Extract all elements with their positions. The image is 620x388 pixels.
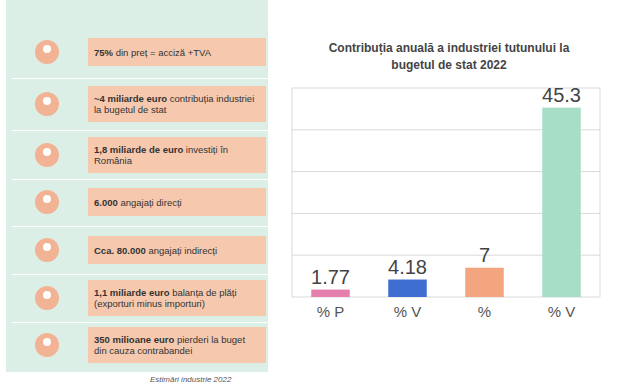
icon-detail [43,97,51,105]
item-text: angajați direcți [118,197,182,208]
info-item: Cca. 80.000 angajați indirecți [88,236,266,264]
item-strong: 6.000 [94,197,118,208]
icon [35,143,59,167]
category-label: % V [548,303,576,320]
category-label: % [478,303,491,320]
info-item: 75% din preț = acciză +TVA [88,38,266,66]
data-label: 7 [479,244,490,266]
icon [35,190,59,214]
icon [35,92,59,116]
info-item: ~4 miliarde euro contribuția industriei … [88,86,266,122]
icon-detail [43,148,51,156]
info-item: 1,8 miliarde de euro investiți în Români… [88,137,266,173]
icon-detail [43,291,51,299]
item-strong: 1,8 miliarde de euro [94,144,183,155]
icon [35,286,59,310]
data-label: 4.18 [388,256,427,278]
bar [388,280,427,297]
source-note: Estimări industrie 2022 [150,375,231,384]
chart: 1.77 % P 4.18 % V 7% 45.3 % V [0,0,620,388]
item-strong: ~4 miliarde euro [94,93,167,104]
data-label: 45.3 [542,84,581,106]
item-strong: 1,1 miliarde euro [94,287,170,298]
icon-detail [43,195,51,203]
info-item: 1,1 miliarde euro balanța de plăți (expo… [88,280,266,316]
bar [465,268,504,297]
icon-detail [43,338,51,346]
icon-detail [43,243,51,251]
separator [12,226,268,227]
info-item: 6.000 angajați direcți [88,188,266,216]
data-label: 1.77 [311,266,350,288]
item-text: din preț = acciză +TVA [113,47,211,58]
item-strong: 75% [94,47,113,58]
category-label: % P [317,303,345,320]
icon-detail [43,45,51,53]
bar [311,290,350,297]
frame-line [600,88,601,297]
info-panel: 75% din preț = acciză +TVA ~4 miliarde eu… [6,0,268,372]
info-item: 350 milioane euro pierderi la buget din … [88,327,266,363]
bar [542,108,581,297]
item-strong: 350 milioane euro [94,334,174,345]
separator [12,78,268,79]
separator [12,274,268,275]
separator [12,179,268,180]
axis-line [292,88,293,297]
bars [311,108,581,297]
separator [12,322,268,323]
item-text: angajați indirecți [146,245,217,256]
category-label: % V [394,303,422,320]
separator [12,130,268,131]
icon [35,333,59,357]
icon [35,40,59,64]
chart-title: Contribuția anuală a industriei tutunulu… [318,40,580,74]
icon [35,238,59,262]
item-strong: Cca. 80.000 [94,245,146,256]
